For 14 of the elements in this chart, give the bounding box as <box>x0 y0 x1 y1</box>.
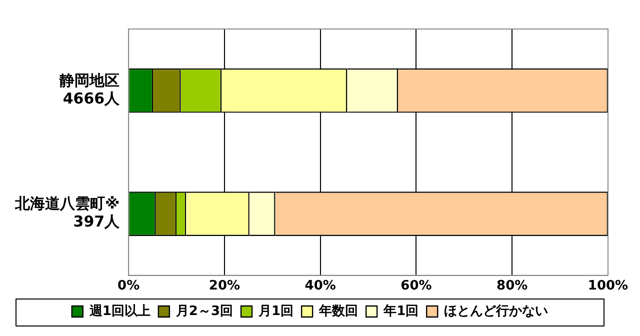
y-tick-label: 北海道八雲町※ 397人 <box>14 194 121 231</box>
legend-label: 年数回 <box>318 304 358 319</box>
legend-label: 月2～3回 <box>174 304 234 319</box>
x-tick-label: 40% <box>304 278 336 294</box>
y-tick-label: 静岡地区 4666人 <box>58 71 121 108</box>
legend-label: ほとんど行かない <box>444 304 548 319</box>
legend-label: 週1回以上 <box>88 304 150 319</box>
x-tick-label: 100% <box>588 278 628 294</box>
x-tick-label: 20% <box>208 278 240 294</box>
legend-label: 年1回 <box>382 304 419 319</box>
x-tick-label: 0% <box>118 278 140 294</box>
legend-label: 月1回 <box>258 304 294 319</box>
x-tick-label: 60% <box>400 278 432 294</box>
x-tick-label: 80% <box>496 278 528 294</box>
